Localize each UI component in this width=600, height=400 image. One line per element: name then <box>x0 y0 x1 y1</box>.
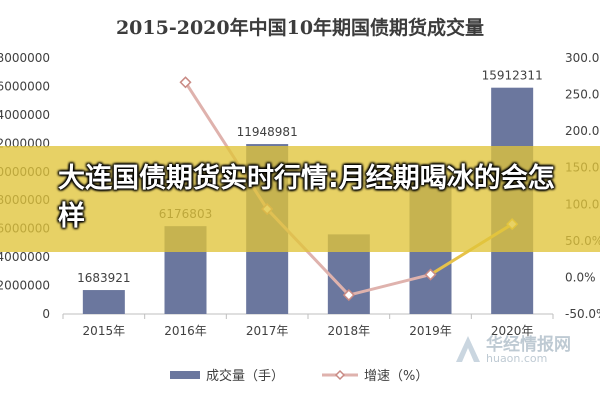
watermark: 华经情报网 huaon.com <box>452 330 592 370</box>
y-right-tick-label: 250.0% <box>565 88 600 102</box>
y-left-tick-label: 4000000 <box>0 250 50 264</box>
bar-data-label: 1683921 <box>77 271 130 285</box>
growth-line-segment <box>348 273 431 297</box>
y-left-tick-label: 14000000 <box>0 108 50 122</box>
x-tick-label: 2015年 <box>83 324 126 338</box>
growth-point <box>179 76 192 89</box>
y-right-tick-label: 200.0% <box>565 124 600 138</box>
y-right-tick-label: 300.0% <box>565 51 600 65</box>
headline-text: 大连国债期货实时行情:月经期喝冰的会怎样 <box>58 163 555 232</box>
y-left-tick-label: 18000000 <box>0 51 50 65</box>
x-tick-label: 2020年 <box>491 324 534 338</box>
y-left-tick-label: 2000000 <box>0 279 50 293</box>
x-tick-label: 2016年 <box>164 324 207 338</box>
legend-bar-swatch <box>170 371 200 379</box>
watermark-url: huaon.com <box>486 352 548 365</box>
y-right-tick-label: -50.0% <box>565 307 600 321</box>
legend-line-marker <box>334 369 346 381</box>
growth-point <box>424 268 437 281</box>
y-left-tick-label: 16000000 <box>0 79 50 93</box>
x-tick-label: 2017年 <box>246 324 289 338</box>
bar <box>82 290 125 314</box>
watermark-logo-icon <box>456 336 480 362</box>
legend-line-label: 增速（%） <box>364 369 428 384</box>
legend-bar-label: 成交量（手） <box>206 368 284 384</box>
bar-data-label: 11948981 <box>237 125 298 139</box>
growth-point <box>342 288 355 302</box>
x-tick-label: 2018年 <box>328 324 371 338</box>
y-right-tick-label: 0.0% <box>565 270 596 284</box>
chart-title: 2015-2020年中国10年期国债期货成交量 <box>116 16 484 39</box>
y-left-tick-label: 0 <box>42 307 50 321</box>
x-tick-label: 2019年 <box>409 324 452 338</box>
watermark-name: 华经情报网 <box>486 335 571 355</box>
bar-data-label: 15912311 <box>482 69 543 83</box>
headline-banner <box>0 146 600 252</box>
